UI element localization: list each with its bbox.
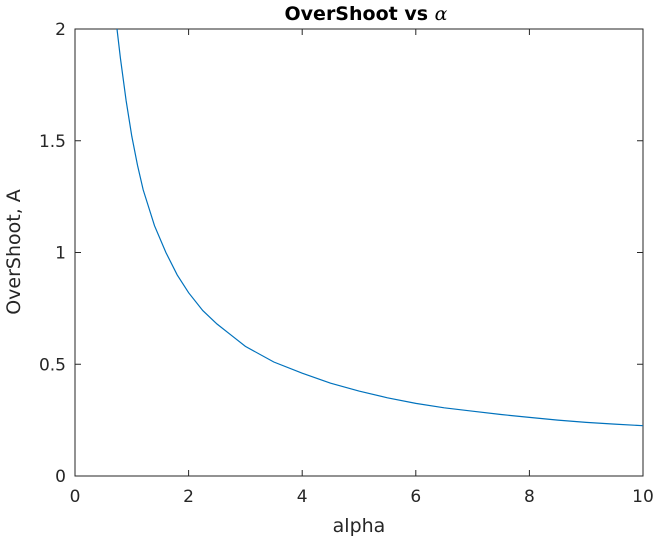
y-axis: 0 0.5 1 1.5 2 [39,20,643,487]
plot-area [74,28,644,477]
chart-title-text: OverShoot vs [285,3,435,25]
x-tick-label: 10 [632,487,654,507]
x-tick-label: 4 [297,487,308,507]
y-tick-label: 0.5 [39,355,66,375]
chart-title: OverShoot vs α [285,3,448,25]
overshoot-series-line [116,28,644,427]
x-tick-label: 6 [410,487,421,507]
x-tick-label: 2 [183,487,194,507]
x-tick-label: 8 [524,487,535,507]
y-tick-label: 1 [55,244,66,264]
x-tick-label: 0 [70,487,81,507]
y-tick-label: 1.5 [39,132,66,152]
x-axis: 0 2 4 6 8 10 [70,29,654,507]
y-tick-label: 0 [55,467,66,487]
x-axis-label: alpha [333,515,386,537]
chart-title-symbol: α [435,3,448,25]
y-axis-label: OverShoot, A [3,189,25,315]
y-tick-label: 2 [55,20,66,40]
